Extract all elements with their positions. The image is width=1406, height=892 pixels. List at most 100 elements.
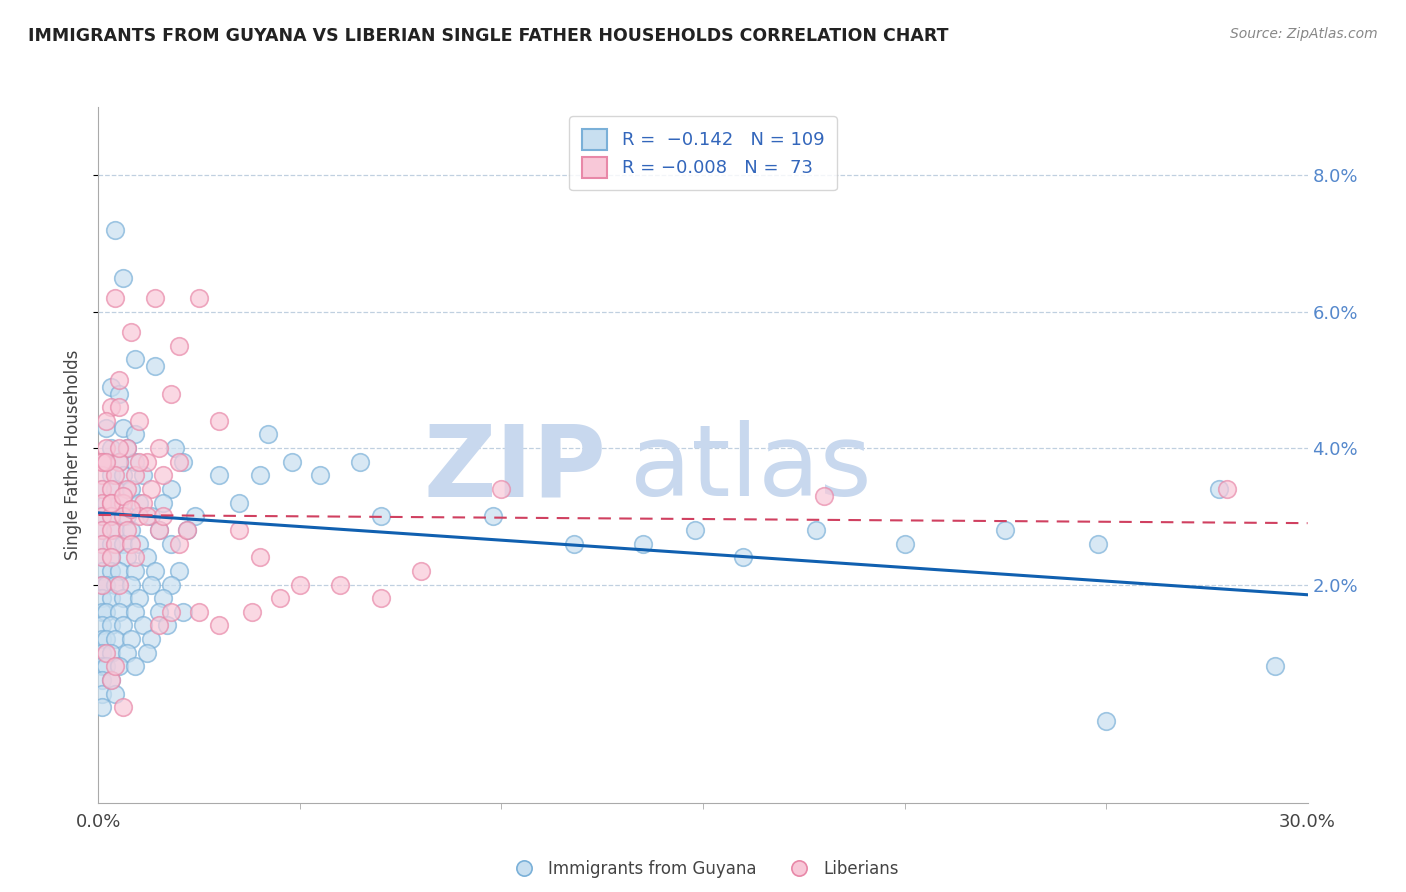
Point: [103, 536, 125, 550]
Point: [160, 536, 183, 550]
Point: [91, 536, 114, 550]
Point: [91, 482, 114, 496]
Point: [91, 523, 114, 537]
Point: [107, 455, 129, 469]
Point: [124, 427, 146, 442]
Text: ZIP: ZIP: [423, 420, 606, 517]
Point: [100, 441, 122, 455]
Point: [148, 605, 170, 619]
Point: [163, 441, 186, 455]
Point: [100, 564, 122, 578]
Point: [160, 577, 183, 591]
Point: [91, 632, 114, 646]
Point: [111, 270, 134, 285]
Point: [100, 550, 122, 565]
Point: [91, 550, 114, 565]
Point: [100, 550, 122, 565]
Point: [370, 591, 392, 606]
Point: [91, 509, 114, 524]
Point: [482, 509, 505, 524]
Point: [107, 496, 129, 510]
Point: [91, 509, 114, 524]
Point: [100, 509, 122, 524]
Point: [893, 536, 915, 550]
Point: [139, 509, 162, 524]
Point: [107, 605, 129, 619]
Point: [100, 496, 122, 510]
Point: [103, 523, 125, 537]
Point: [107, 373, 129, 387]
Point: [120, 523, 142, 537]
Point: [1264, 659, 1286, 673]
Point: [143, 291, 166, 305]
Point: [160, 386, 183, 401]
Point: [103, 577, 125, 591]
Point: [135, 509, 157, 524]
Point: [631, 536, 654, 550]
Text: atlas: atlas: [630, 420, 872, 517]
Point: [139, 577, 162, 591]
Point: [128, 509, 150, 524]
Point: [143, 359, 166, 374]
Point: [128, 536, 150, 550]
Point: [128, 455, 150, 469]
Point: [103, 687, 125, 701]
Point: [107, 386, 129, 401]
Point: [111, 618, 134, 632]
Point: [228, 523, 250, 537]
Point: [1216, 482, 1239, 496]
Point: [91, 646, 114, 660]
Point: [228, 496, 250, 510]
Point: [120, 482, 142, 496]
Point: [96, 455, 118, 469]
Point: [160, 482, 183, 496]
Point: [91, 482, 114, 496]
Point: [208, 414, 231, 428]
Point: [96, 420, 118, 434]
Point: [100, 468, 122, 483]
Point: [91, 523, 114, 537]
Point: [409, 564, 432, 578]
Point: [491, 482, 513, 496]
Point: [91, 496, 114, 510]
Point: [111, 468, 134, 483]
Y-axis label: Single Father Households: Single Father Households: [65, 350, 83, 560]
Point: [120, 577, 142, 591]
Point: [813, 489, 835, 503]
Point: [100, 618, 122, 632]
Point: [135, 646, 157, 660]
Point: [132, 496, 155, 510]
Point: [91, 618, 114, 632]
Point: [115, 646, 138, 660]
Point: [128, 591, 150, 606]
Point: [100, 673, 122, 687]
Point: [120, 325, 142, 339]
Legend: Immigrants from Guyana, Liberians: Immigrants from Guyana, Liberians: [501, 854, 905, 885]
Point: [96, 496, 118, 510]
Point: [176, 523, 198, 537]
Point: [103, 468, 125, 483]
Point: [128, 414, 150, 428]
Point: [152, 496, 174, 510]
Point: [132, 468, 155, 483]
Point: [91, 605, 114, 619]
Point: [111, 509, 134, 524]
Point: [148, 441, 170, 455]
Point: [100, 536, 122, 550]
Point: [111, 496, 134, 510]
Point: [329, 577, 352, 591]
Point: [124, 455, 146, 469]
Point: [120, 502, 142, 516]
Point: [96, 577, 118, 591]
Point: [91, 455, 114, 469]
Point: [208, 468, 231, 483]
Point: [128, 496, 150, 510]
Point: [288, 577, 311, 591]
Point: [167, 339, 190, 353]
Point: [111, 420, 134, 434]
Point: [152, 509, 174, 524]
Point: [240, 605, 263, 619]
Point: [281, 455, 304, 469]
Point: [91, 673, 114, 687]
Point: [208, 618, 231, 632]
